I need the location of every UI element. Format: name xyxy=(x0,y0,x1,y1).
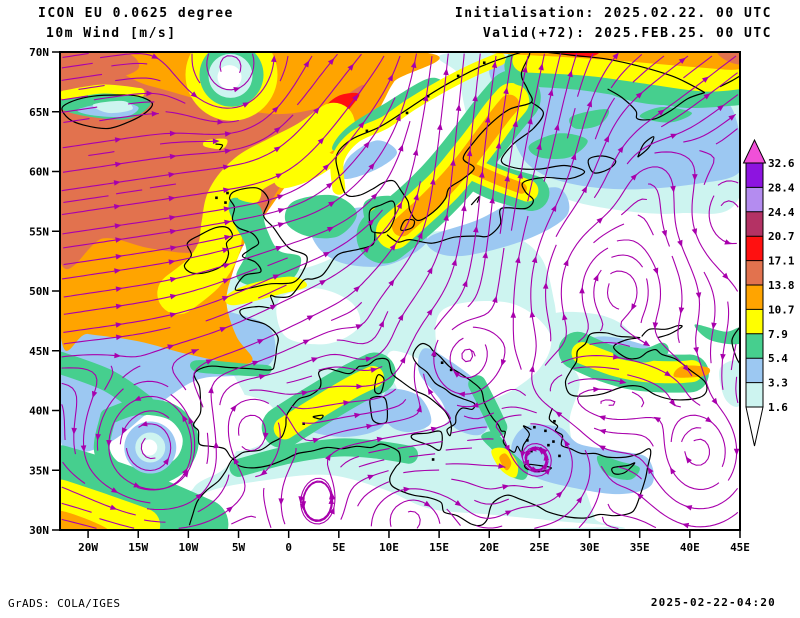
streamline-layer xyxy=(61,52,740,530)
legend-label: 28.4 xyxy=(768,181,795,194)
header-field-title: 10m Wind [m/s] xyxy=(46,26,177,41)
lon-axis: 20W 15W 10W 5W 0 5E 10E 15E 20E 25E 30E 35E 40E 45E xyxy=(78,530,750,554)
lat-tick-label: 70N xyxy=(29,46,49,59)
lon-tick-label: 40E xyxy=(680,541,700,554)
lat-tick-label: 45N xyxy=(29,345,49,358)
legend-label: 10.7 xyxy=(768,303,795,316)
lon-tick-label: 35E xyxy=(630,541,650,554)
shading-layer xyxy=(60,52,740,530)
lat-tick-label: 40N xyxy=(29,405,49,418)
lon-tick-label: 5W xyxy=(232,541,246,554)
legend-label: 20.7 xyxy=(768,230,795,243)
lat-axis: 70N 65N 60N 55N 50N 45N 40N 35N 30N xyxy=(29,46,60,537)
lat-tick-label: 50N xyxy=(29,285,49,298)
legend-label: 5.4 xyxy=(768,352,788,365)
lat-tick-label: 60N xyxy=(29,166,49,179)
lon-tick-label: 10E xyxy=(379,541,399,554)
footer-timestamp: 2025-02-22-04:20 xyxy=(650,596,776,609)
lat-tick-label: 65N xyxy=(29,106,49,119)
header-init-time: Initialisation: 2025.02.22. 00 UTC xyxy=(454,6,772,21)
lon-tick-label: 25E xyxy=(529,541,549,554)
color-scale: 1.6 3.3 5.4 7.9 10.7 13.8 17.1 20.7 24.4 28.4 32.6 xyxy=(742,138,795,447)
lon-tick-label: 5E xyxy=(332,541,345,554)
lon-tick-label: 20E xyxy=(479,541,499,554)
lon-tick-label: 15E xyxy=(429,541,449,554)
legend-label: 13.8 xyxy=(768,279,795,292)
header-model-title: ICON EU 0.0625 degree xyxy=(38,6,234,21)
legend-label: 24.4 xyxy=(768,206,795,219)
lat-tick-label: 30N xyxy=(29,524,49,537)
legend-label: 3.3 xyxy=(768,377,788,390)
legend-label: 32.6 xyxy=(768,157,795,170)
lat-tick-label: 35N xyxy=(29,464,49,477)
lon-tick-label: 30E xyxy=(580,541,600,554)
header-valid-time: Valid(+72): 2025.FEB.25. 00 UTC xyxy=(482,26,772,41)
lat-tick-label: 55N xyxy=(29,225,49,238)
legend-label: 17.1 xyxy=(768,255,795,268)
footer-grads-credit: GrADS: COLA/IGES xyxy=(8,597,121,610)
lon-tick-label: 15W xyxy=(128,541,148,554)
lon-tick-label: 20W xyxy=(78,541,98,554)
lon-tick-label: 0 xyxy=(285,541,292,554)
legend-label: 1.6 xyxy=(768,401,788,414)
lon-tick-label: 45E xyxy=(730,541,750,554)
lon-tick-label: 10W xyxy=(178,541,198,554)
legend-label: 7.9 xyxy=(768,328,788,341)
coastline-layer xyxy=(61,52,740,527)
